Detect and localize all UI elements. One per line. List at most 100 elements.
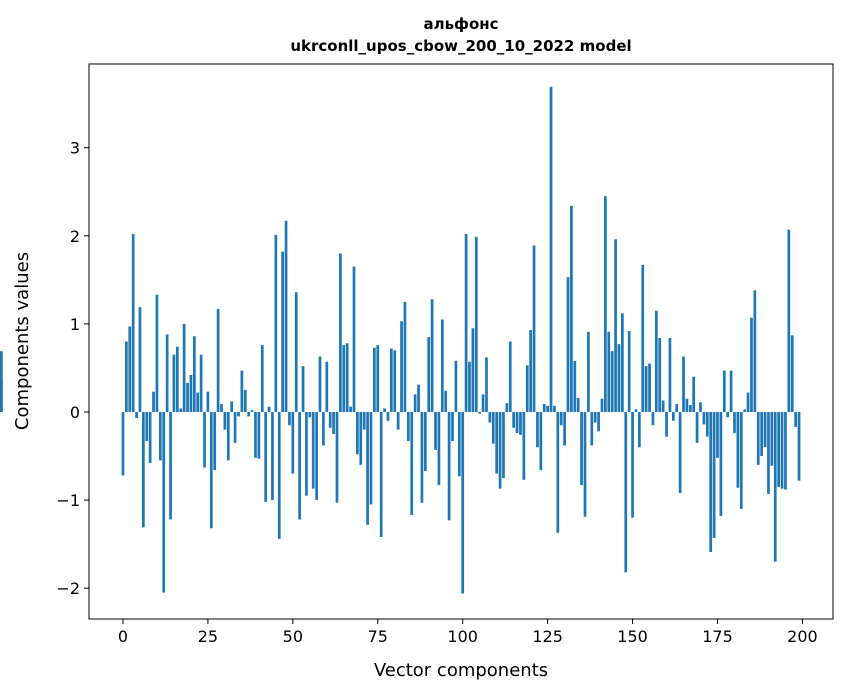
bar-28 — [216, 308, 220, 412]
bar-147 — [621, 313, 624, 412]
bar-162 — [671, 411, 675, 421]
bar-198 — [794, 411, 797, 427]
bar-128 — [556, 411, 560, 533]
bar-141 — [600, 398, 604, 412]
bar-68 — [352, 266, 356, 412]
bar-184 — [746, 392, 750, 412]
bar-109 — [491, 411, 495, 444]
bar-131 — [566, 277, 570, 412]
bar-79 — [390, 348, 393, 412]
bar-13 — [165, 334, 169, 412]
y-tick-label-0: 0 — [70, 403, 80, 422]
bar-123 — [539, 411, 543, 471]
bar-5 — [138, 307, 142, 412]
bar-38 — [250, 410, 254, 412]
bar-110 — [495, 411, 499, 474]
bar-149 — [627, 330, 631, 412]
bar-14 — [169, 411, 172, 520]
y-tick-label-3: 3 — [70, 139, 80, 158]
bar-37 — [247, 411, 251, 417]
bar-52 — [298, 411, 301, 520]
bar-102 — [468, 361, 471, 412]
bar-112 — [502, 411, 505, 479]
bar-133 — [573, 360, 577, 412]
bar-6 — [142, 411, 145, 528]
bar-180 — [733, 411, 736, 434]
bar-53 — [301, 366, 305, 412]
bar-33 — [233, 411, 237, 443]
bar-73 — [369, 411, 373, 505]
bar-189 — [763, 411, 767, 448]
bar-194 — [780, 411, 784, 489]
x-tick-label-50: 50 — [283, 627, 303, 646]
bar-80 — [393, 350, 397, 412]
bar-3 — [131, 234, 135, 412]
x-axis-label: Vector components — [374, 660, 548, 681]
bar-144 — [610, 351, 614, 412]
bar-196 — [787, 229, 791, 412]
y-axis-label: Components values — [12, 252, 33, 430]
bar-190 — [767, 411, 770, 494]
bar-108 — [488, 411, 492, 423]
bar-63 — [335, 411, 339, 503]
bar-192 — [773, 411, 777, 562]
bar-177 — [722, 370, 726, 412]
bar-124 — [542, 404, 546, 412]
plot-frame — [88, 63, 834, 620]
bar-153 — [641, 264, 645, 412]
bar-24 — [203, 411, 206, 468]
x-tick-label-0: 0 — [118, 627, 128, 646]
x-tick-label-100: 100 — [447, 627, 478, 646]
bar-150 — [631, 411, 634, 518]
bar-31 — [226, 411, 230, 461]
bar-127 — [553, 405, 556, 412]
y-axis-ticks: −2 −1 0 1 2 3 — [56, 139, 89, 598]
bar-163 — [675, 404, 679, 412]
x-tick-label-25: 25 — [198, 627, 218, 646]
bar-178 — [726, 411, 730, 418]
bar-164 — [678, 411, 682, 494]
bar-32 — [230, 401, 234, 412]
bar-67 — [349, 406, 352, 412]
bar-165 — [682, 356, 685, 412]
bar-174 — [712, 411, 716, 538]
bar-137 — [587, 331, 590, 412]
bar-81 — [396, 411, 400, 430]
bar-60 — [325, 361, 329, 412]
bar-2 — [128, 326, 132, 412]
bar-166 — [685, 398, 689, 412]
bar-120 — [529, 330, 532, 412]
bar-49 — [288, 411, 291, 426]
bar-135 — [580, 411, 583, 486]
bar-100 — [461, 411, 465, 594]
bar-16 — [175, 346, 179, 412]
bar-167 — [688, 404, 692, 412]
bar-91 — [430, 299, 434, 412]
bar-39 — [254, 411, 257, 458]
bar-48 — [284, 220, 288, 412]
bar-47 — [281, 251, 284, 412]
bar-161 — [668, 337, 672, 412]
bar-148 — [624, 411, 628, 573]
bar-121 — [532, 245, 536, 412]
bar-42 — [264, 411, 268, 502]
y-tick-label--1: −1 — [56, 491, 80, 510]
bar-4 — [135, 411, 138, 419]
bar-30 — [223, 411, 227, 430]
bar-40 — [257, 411, 261, 459]
bar-29 — [220, 404, 223, 412]
bar-46 — [277, 411, 281, 539]
bar-84 — [406, 411, 410, 442]
bar-7 — [145, 411, 149, 442]
bar-70 — [359, 411, 363, 465]
bar-58 — [318, 356, 322, 412]
bar-106 — [481, 394, 485, 412]
bar-64 — [339, 253, 342, 412]
bar-193 — [777, 411, 780, 487]
bar-90 — [427, 337, 431, 412]
bar-99 — [457, 411, 461, 477]
bar-12 — [162, 411, 166, 593]
bar-undefined — [0, 351, 3, 412]
bar-92 — [434, 411, 437, 450]
bar-8 — [148, 411, 152, 464]
